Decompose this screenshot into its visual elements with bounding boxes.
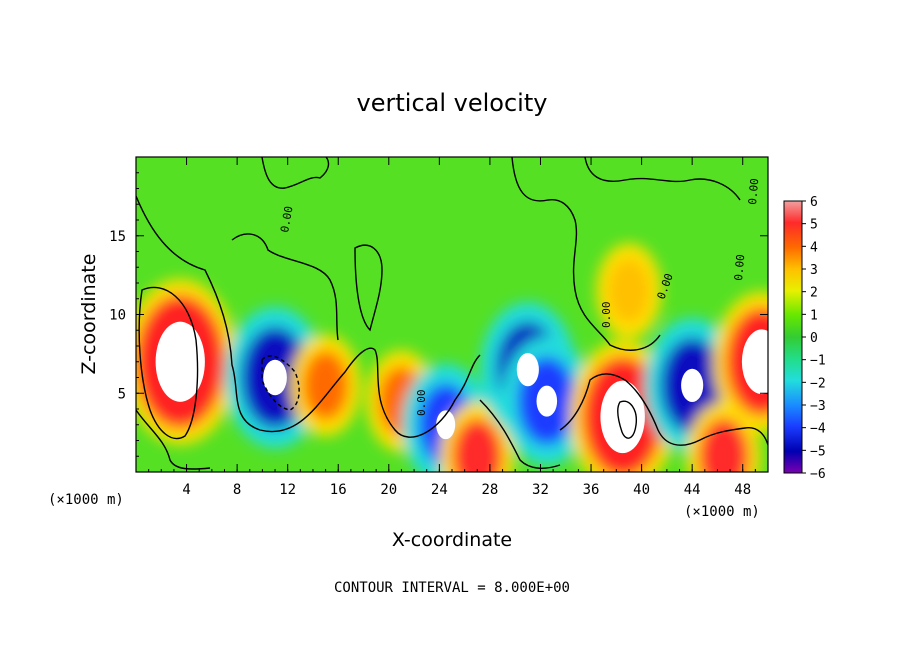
colorbar-tick-label: 1	[810, 308, 818, 323]
chart-title: vertical velocity	[357, 89, 548, 117]
contour-line	[261, 157, 330, 189]
y-tick-label: 5	[118, 386, 126, 402]
contour-line	[138, 286, 199, 440]
y-tick-label: 15	[109, 229, 126, 245]
contour-line	[136, 409, 211, 470]
x-axis: 4 8 12 16 20 24 28 32 36 40 44 48	[135, 157, 769, 498]
x-tick-label: 12	[279, 482, 296, 498]
saturated-core	[516, 352, 539, 387]
x-tick-label: 36	[583, 482, 600, 498]
contour-line	[617, 400, 637, 439]
updraft-blob	[698, 418, 749, 472]
saturated-core	[436, 410, 456, 440]
y-tick-label: 10	[109, 308, 126, 324]
colorbar-tick-label: −5	[810, 444, 826, 459]
contour-line	[584, 157, 741, 201]
saturated-core	[681, 368, 704, 403]
contour-interval-note: CONTOUR INTERVAL = 8.000E+00	[334, 580, 570, 596]
colorbar-tick-label: 6	[810, 195, 818, 210]
contour-label: 0.00	[746, 178, 761, 206]
x-tick-label: 20	[380, 482, 397, 498]
contour-label: 0.00	[415, 390, 428, 417]
contour-line	[136, 195, 481, 438]
colorbar-tick-label: 5	[810, 218, 818, 233]
colorbar-tick-label: −6	[810, 467, 826, 482]
contour-label: 0.00	[732, 254, 747, 282]
colorbar-gradient	[783, 200, 803, 474]
y-axis: 5 10 15	[109, 172, 768, 457]
updraft-blob	[302, 350, 349, 421]
colorbar-tick-label: 2	[810, 286, 818, 301]
x-tick-label: 48	[734, 482, 751, 498]
x-tick-label: 28	[481, 482, 498, 498]
saturated-core	[741, 329, 768, 395]
updraft-blob	[608, 259, 650, 323]
updraft-blob	[452, 418, 503, 472]
x-unit-label-right: (×1000 m)	[684, 504, 760, 520]
x-tick-label: 4	[182, 482, 190, 498]
saturated-core	[536, 385, 558, 417]
colorbar-tick-label: −1	[810, 354, 826, 369]
x-tick-label: 24	[431, 482, 448, 498]
contour-label: 0.00	[600, 302, 613, 329]
saturated-core	[155, 321, 205, 402]
y-axis-label: Z-coordinate	[78, 254, 100, 375]
contour-line	[231, 233, 339, 341]
x-tick-label: 8	[233, 482, 241, 498]
contour-line	[479, 399, 561, 469]
x-tick-label: 32	[532, 482, 549, 498]
colorbar-tick-label: 3	[810, 263, 818, 278]
contour-label: 0.00	[278, 205, 295, 233]
contour-line	[261, 355, 300, 411]
colorbar-tick-label: 0	[810, 331, 818, 346]
x-axis-label: X-coordinate	[392, 529, 512, 551]
colorbar-tick-label: 4	[810, 240, 818, 255]
colorbar-tick-label: −4	[810, 422, 826, 437]
contour-line	[511, 157, 661, 351]
colorbar-tick-label: −2	[810, 376, 826, 391]
zero-contours	[136, 157, 768, 470]
colorbar-tick-label: −3	[810, 399, 826, 414]
saturated-core	[263, 359, 287, 396]
contour-line	[559, 373, 768, 446]
x-tick-label: 16	[330, 482, 347, 498]
colorbar: 6 5 4 3 2 1 0 −1 −2 −3 −4 −5 −6	[783, 195, 826, 482]
contour-line	[354, 244, 383, 332]
saturated-core	[600, 380, 645, 454]
x-unit-label-left: (×1000 m)	[48, 492, 124, 508]
heatmap-field	[136, 157, 768, 472]
x-tick-label: 44	[684, 482, 701, 498]
x-tick-label: 40	[633, 482, 650, 498]
